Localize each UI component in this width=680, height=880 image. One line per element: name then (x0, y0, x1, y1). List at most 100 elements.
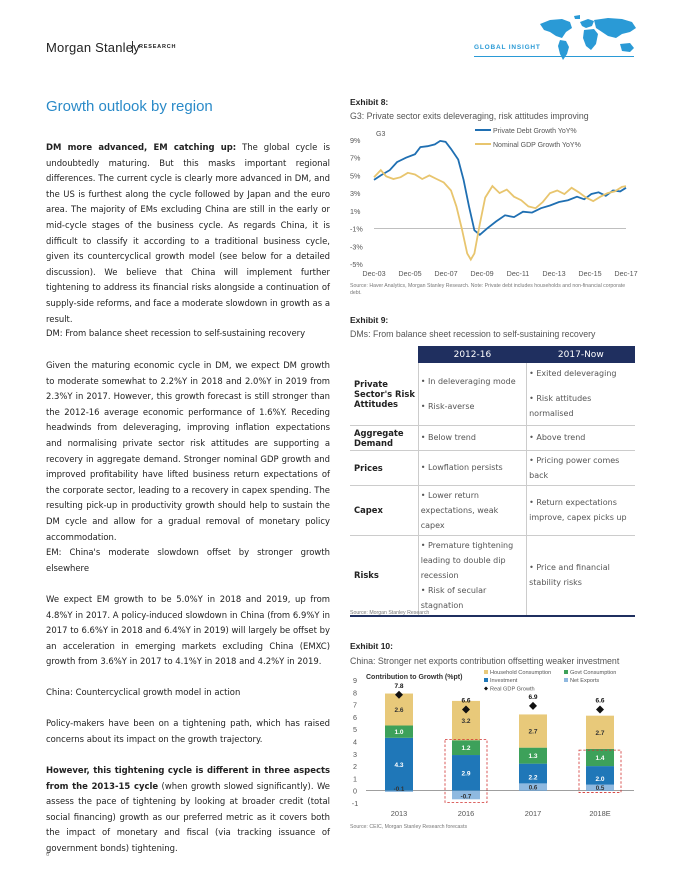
brand-research-label: RESEARCH (139, 44, 177, 50)
gdp-marker (529, 701, 537, 710)
table-cell: • Price and financial stability risks (526, 535, 635, 617)
series-line-private-debt (373, 139, 627, 236)
table-header-row: 2012-16 2017-Now (350, 346, 635, 363)
x-tick-label: Dec-15 (578, 269, 601, 278)
x-tick-label: Dec-11 (507, 269, 530, 278)
table-row-header: Private Sector's Risk Attitudes (350, 363, 419, 426)
global-insight-label: GLOBAL INSIGHT (474, 44, 541, 51)
table-row: Prices • Lowflation persists • Pricing pow… (350, 450, 635, 486)
table-cell-bullet: • Risk of secular stagnation (420, 585, 487, 610)
paragraph-tightening: However, this tightening cycle is differ… (46, 763, 330, 857)
y-tick-label: 7 (353, 701, 357, 710)
gdp-marker (596, 705, 604, 714)
paragraph-lead: However, this tightening cycle is differ… (46, 765, 330, 791)
world-map-icon (540, 15, 636, 60)
table-cell-bullet: • Risk attitudes normalised (529, 394, 592, 419)
gdp-marker (395, 690, 403, 699)
exhibit10-source: Source: CEIC, Morgan Stanley Research fo… (350, 824, 468, 830)
legend-label: Net Exports (570, 678, 599, 684)
gdp-label: 6.6 (461, 698, 470, 705)
x-tick-label: 2013 (391, 809, 407, 818)
highlight-box (444, 739, 488, 803)
gdp-label: 6.9 (528, 694, 537, 701)
chart-title-label: Contribution to Growth (%pt) (366, 674, 462, 681)
table-cell-bullet: • In deleveraging mode (420, 376, 516, 386)
paragraph-lead: DM more advanced, EM catching up: (46, 142, 237, 152)
y-tick-label: 7% (350, 154, 361, 163)
y-tick-label: 8 (353, 688, 357, 697)
exhibit9-label: Exhibit 9: (350, 315, 389, 325)
table-row-header: Risks (350, 535, 419, 617)
bar-segment (519, 714, 547, 748)
y-tick-label: -5% (350, 260, 363, 269)
brand-divider (132, 41, 133, 53)
x-tick-label: Dec-05 (398, 269, 421, 278)
data-label: 1.3 (528, 753, 537, 760)
table-cell-bullet: • Premature tightening leading to double… (420, 540, 514, 580)
table-cell-bullet: • Risk-averse (420, 401, 475, 411)
paragraph-dm: Given the maturing economic cycle in DM,… (46, 360, 330, 542)
series-line-nominal-gdp (373, 168, 627, 262)
table-row: Capex • Lower return expectations, weak c… (350, 485, 635, 536)
data-label: 3.2 (461, 718, 470, 725)
data-label: 4.3 (394, 762, 403, 769)
header-rule (474, 56, 634, 57)
bar-segment-net-exports (385, 790, 413, 792)
exhibit9-source: Source: Morgan Stanley Research (350, 610, 430, 616)
table-cell: • Pricing power comes back (526, 450, 635, 486)
table-cell-bullet: • Price and financial stability risks (529, 563, 610, 587)
bar-segment (452, 740, 480, 756)
table-header-2012-16: 2012-16 (418, 346, 527, 363)
table-cell: • Return expectations improve, capex pic… (526, 485, 635, 536)
exhibit10-label: Exhibit 10: (350, 641, 393, 651)
highlight-box (578, 749, 622, 793)
table-cell-bullet: • Exited deleveraging (529, 369, 617, 379)
subheading-china: China: Countercyclical growth model in a… (46, 687, 241, 697)
y-tick-label: 9% (350, 136, 361, 145)
paragraph-china: Policy-makers have been on a tightening … (46, 718, 330, 744)
paragraph-dm-em: DM more advanced, EM catching up: The gl… (46, 140, 330, 327)
paragraph-text: (when growth slowed significantly). We a… (46, 780, 330, 853)
x-tick-label: Dec-03 (362, 269, 385, 278)
table-row-header: Prices (350, 450, 419, 486)
legend-label: Real GDP Growth (490, 687, 535, 693)
subheading-em: EM: China's moderate slowdown offset by … (46, 547, 330, 573)
data-label: 2.0 (595, 776, 604, 783)
table-header-2017-now: 2017-Now (526, 346, 635, 363)
x-tick-label: Dec-13 (542, 269, 565, 278)
exhibit9-table: 2012-16 2017-Now Private Sector's Risk A… (350, 346, 635, 617)
legend-swatch (564, 670, 568, 674)
gdp-label: 6.6 (595, 698, 604, 705)
legend-swatch (484, 670, 488, 674)
legend-swatch (484, 678, 488, 682)
data-label: 2.7 (528, 729, 537, 736)
brand-logo: Morgan Stanley (46, 40, 140, 55)
table-row-header: Aggregate Demand (350, 425, 419, 451)
bar-segment (586, 748, 614, 767)
legend-label: Investment (490, 678, 518, 684)
table-cell-bullet: • Lower return expectations, weak capex (420, 490, 499, 530)
table-cell: • Above trend (526, 425, 635, 451)
legend-swatch (564, 678, 568, 682)
y-tick-label: 3% (350, 189, 361, 198)
data-label: 2.7 (595, 730, 604, 737)
y-tick-label: 5% (350, 171, 361, 180)
bar-segment-net-exports (519, 783, 547, 791)
data-label: 1.2 (461, 745, 470, 752)
y-tick-label: 1% (350, 207, 361, 216)
table-cell-bullet: • Below trend (420, 433, 476, 442)
bar-segment (385, 725, 413, 738)
table-cell: • In deleveraging mode • Risk-averse (417, 363, 528, 426)
paragraph-em: We expect EM growth to be 5.0%Y in 2018 … (46, 594, 330, 667)
data-label: 1.0 (394, 729, 403, 736)
data-label: -0.7 (461, 793, 472, 800)
table-row-header: Capex (350, 485, 419, 536)
table-row: Risks • Premature tightening leading to d… (350, 535, 635, 617)
gdp-marker (462, 705, 470, 714)
data-label: 2.2 (528, 775, 537, 782)
x-tick-label: Dec-17 (614, 269, 637, 278)
y-tick-label: 9 (353, 676, 357, 685)
bar-segment (385, 693, 413, 726)
y-tick-label: 4 (353, 738, 357, 747)
exhibit8-line-chart: 9% 7% 5% 3% 1% -1% -3% -5%Dec-03 Dec-05 Dec-07 Dec… (350, 128, 638, 278)
